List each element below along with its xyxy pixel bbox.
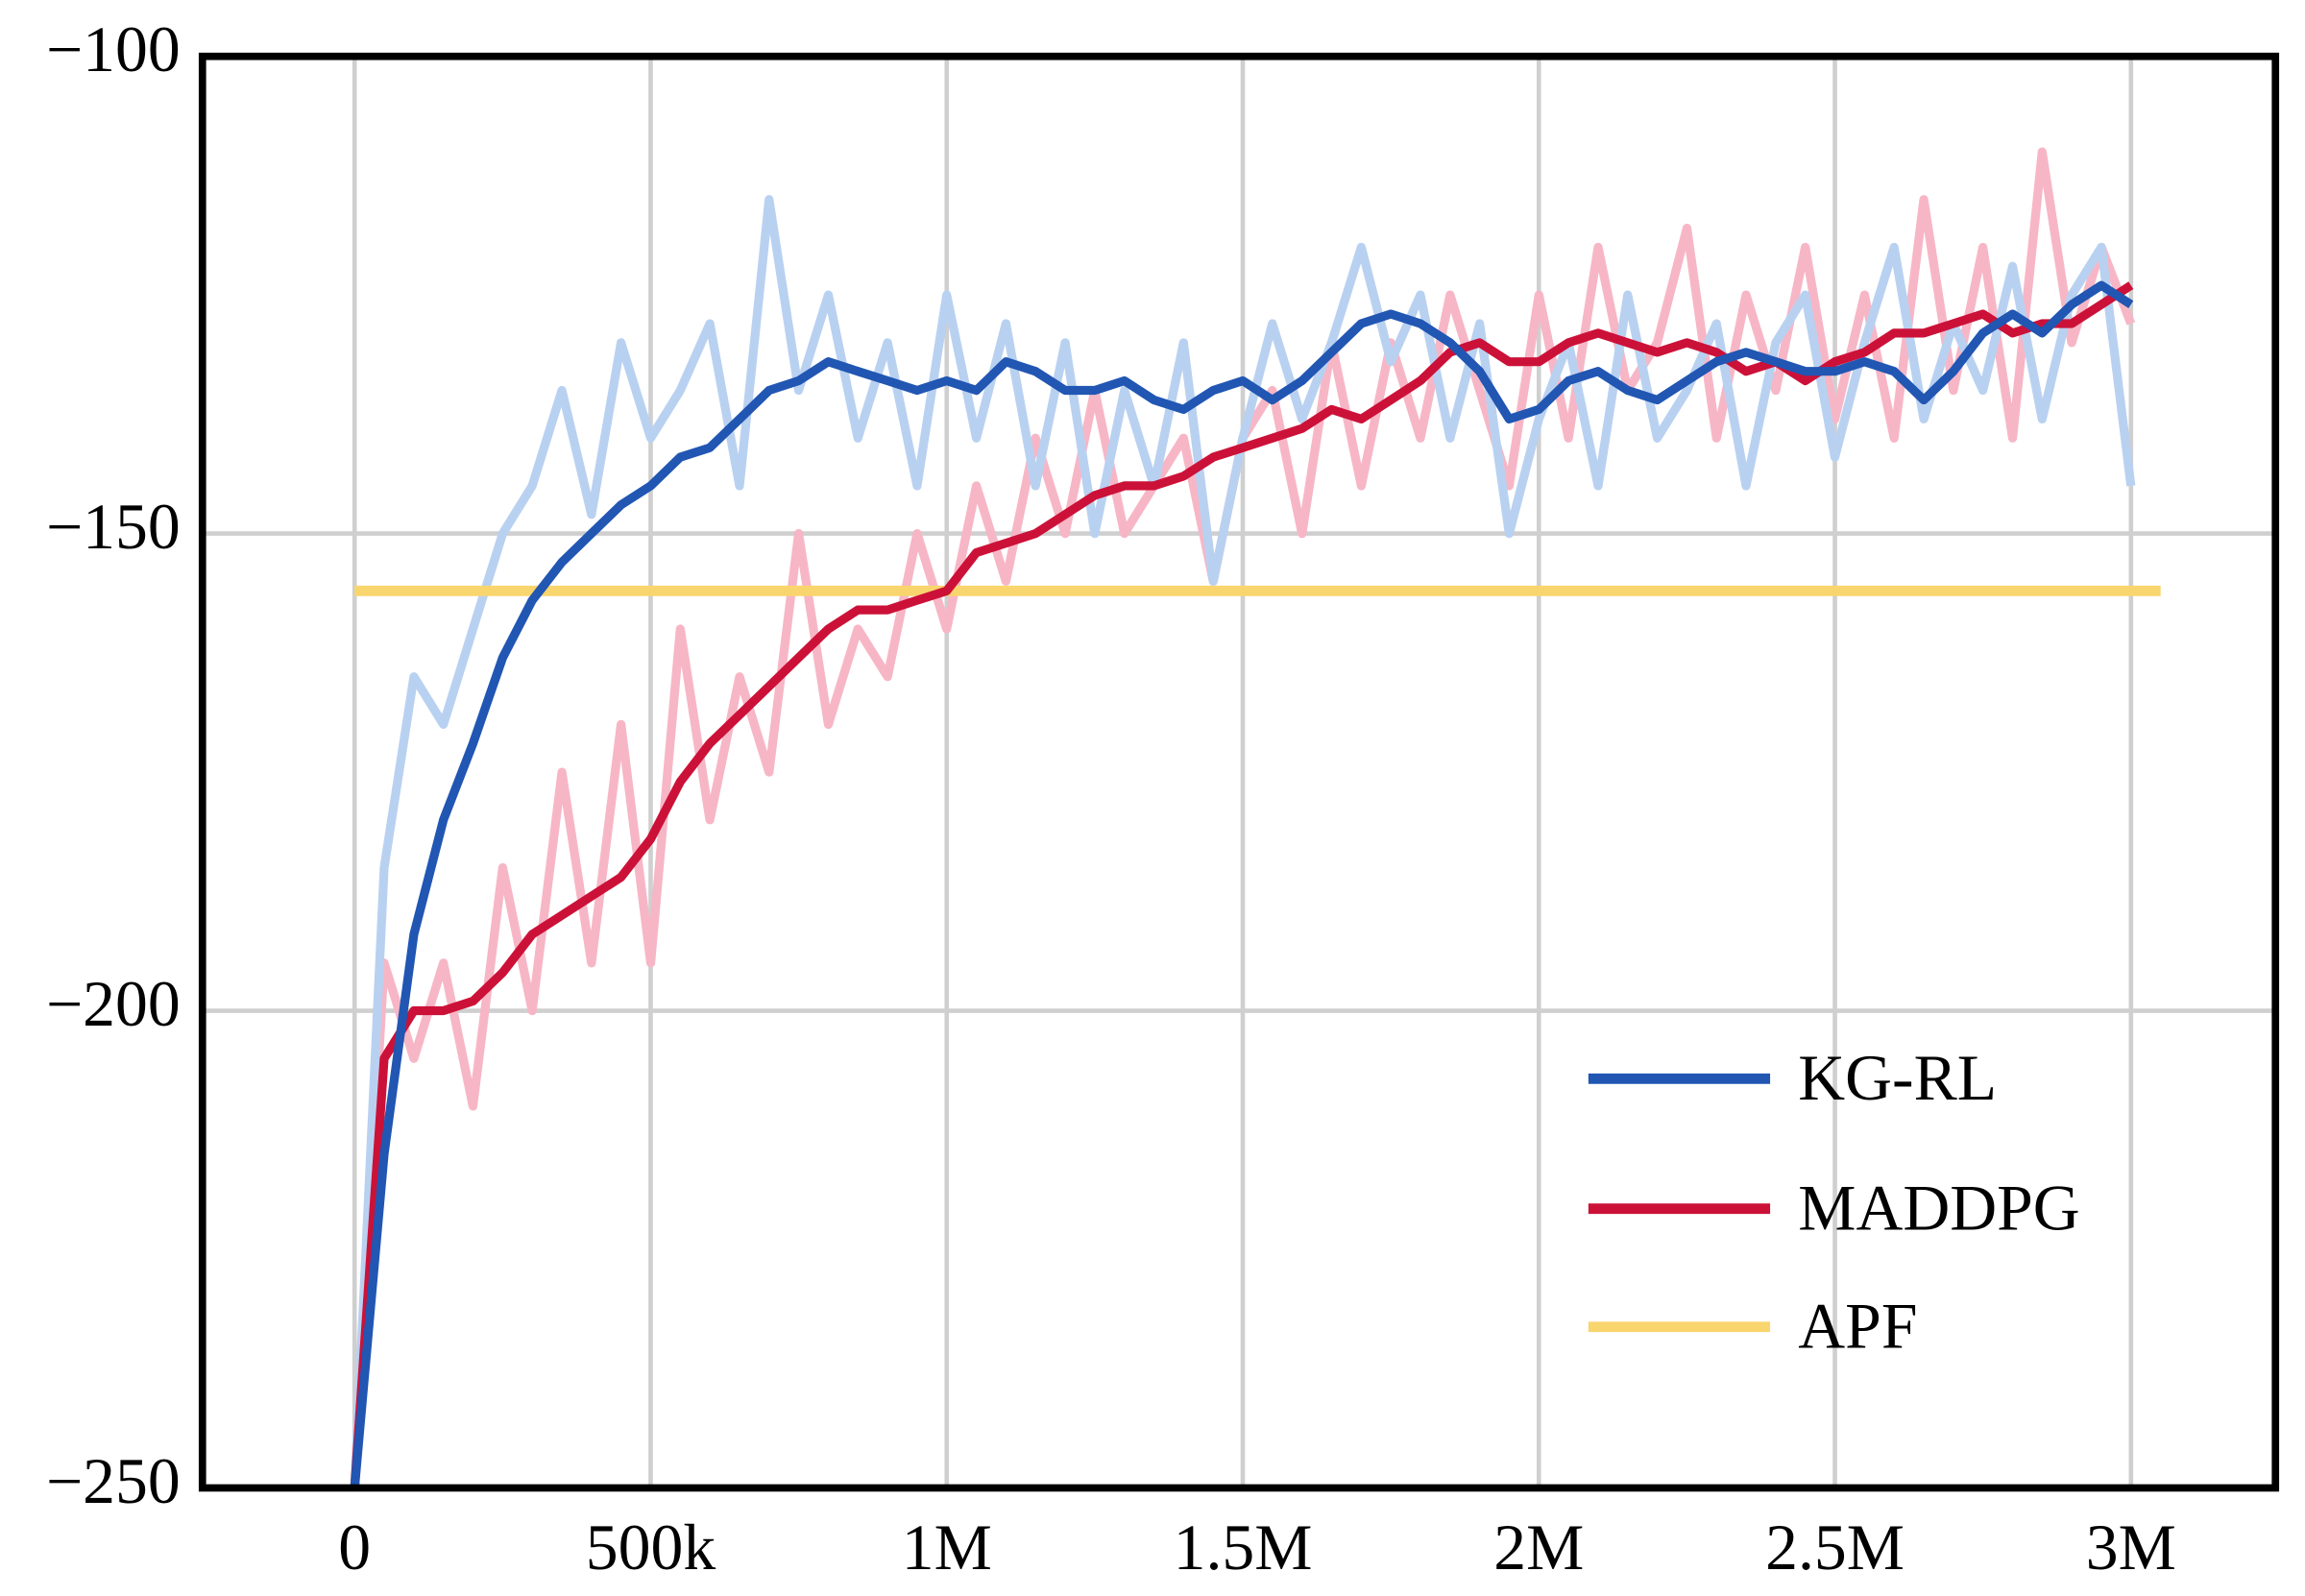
- legend-label: KG-RL: [1798, 1042, 1997, 1114]
- x-tick-label: 500k: [586, 1511, 716, 1584]
- x-tick-label: 2.5M: [1765, 1511, 1905, 1584]
- tick-labels: 0 500k 1M 1.5M 2M 2.5M 3M −100 −150 −200 −250: [46, 13, 2176, 1584]
- raw-line: [350, 195, 2136, 1488]
- x-tick-label: 3M: [2086, 1511, 2176, 1584]
- y-tick-label: −200: [46, 968, 181, 1040]
- series-line: [350, 281, 2134, 1488]
- x-tick-label: 1.5M: [1174, 1511, 1313, 1584]
- legend: KG-RL MADDPG APF: [1588, 1042, 2080, 1362]
- y-tick-label: −100: [46, 13, 181, 85]
- axes-frame: [198, 52, 2280, 1492]
- x-tick-label: 0: [338, 1511, 371, 1584]
- y-tick-label: −150: [46, 491, 181, 563]
- y-tick-label: −250: [46, 1445, 181, 1517]
- x-tick-label: 1M: [902, 1511, 992, 1584]
- legend-label: MADDPG: [1798, 1172, 2079, 1244]
- series-line: [350, 280, 2134, 1488]
- grid: [202, 54, 2276, 1490]
- legend-label: APF: [1798, 1290, 1917, 1362]
- x-tick-label: 2M: [1493, 1511, 1584, 1584]
- plot-area: [350, 147, 2161, 1488]
